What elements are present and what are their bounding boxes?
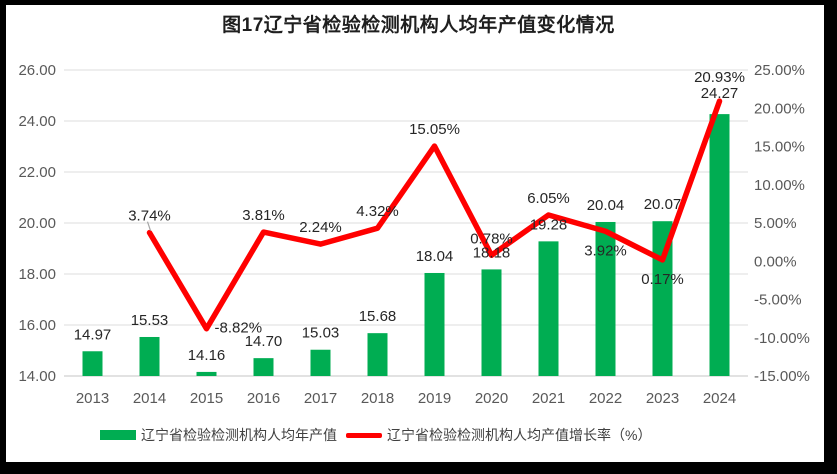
x-axis-label-2014: 2014 xyxy=(133,390,166,407)
line-value-label-2019: 15.05% xyxy=(409,121,460,138)
bar-2021 xyxy=(538,241,559,376)
label-leader-line xyxy=(146,221,152,231)
frame-border-right xyxy=(824,0,837,474)
line-value-label-2016: 3.81% xyxy=(242,207,285,224)
x-axis-label-2020: 2020 xyxy=(475,390,508,407)
right-axis-tick-0.00%: 0.00% xyxy=(754,253,797,270)
x-axis-label-2017: 2017 xyxy=(304,390,337,407)
x-axis-label-2021: 2021 xyxy=(532,390,565,407)
line-value-label-2018: 4.32% xyxy=(356,203,399,220)
bar-value-label-2016: 14.70 xyxy=(245,333,283,350)
bar-value-label-2013: 14.97 xyxy=(74,326,112,343)
x-axis-label-2015: 2015 xyxy=(190,390,223,407)
bar-value-label-2019: 18.04 xyxy=(416,248,454,265)
legend-line-label: 辽宁省检验检测机构人均产值增长率（%） xyxy=(387,427,652,443)
bar-value-label-2018: 15.68 xyxy=(359,308,397,325)
chart-title: 图17辽宁省检验检测机构人均年产值变化情况 xyxy=(222,15,615,36)
right-axis-tick-15.00%: 15.00% xyxy=(754,139,805,156)
bar-2024 xyxy=(709,114,730,377)
legend-bar-swatch-icon xyxy=(100,430,136,440)
x-axis-label-2016: 2016 xyxy=(247,390,280,407)
bar-2020 xyxy=(481,269,502,376)
right-axis-tick-20.00%: 20.00% xyxy=(754,100,805,117)
legend-line-swatch-icon xyxy=(346,432,382,438)
x-axis-label-2023: 2023 xyxy=(646,390,679,407)
x-axis-label-2018: 2018 xyxy=(361,390,394,407)
bar-value-label-2023: 20.07 xyxy=(644,196,682,213)
bar-value-label-2017: 15.03 xyxy=(302,325,340,342)
line-value-label-2020: 0.78% xyxy=(470,230,513,247)
bar-value-label-2014: 15.53 xyxy=(131,312,169,329)
bar-2013 xyxy=(82,351,103,376)
right-axis-tick-5.00%: 5.00% xyxy=(754,215,797,232)
right-axis-tick--15.00%: -15.00% xyxy=(754,368,810,385)
bar-2022 xyxy=(595,221,616,376)
legend: 辽宁省检验检测机构人均年产值 辽宁省检验检测机构人均产值增长率（%） xyxy=(100,427,651,443)
bar-2014 xyxy=(139,336,160,376)
line-value-label-2015: -8.82% xyxy=(215,320,263,337)
left-axis-tick-16.00: 16.00 xyxy=(18,317,56,334)
left-axis-tick-24.00: 24.00 xyxy=(18,113,56,130)
bar-2018 xyxy=(367,333,388,376)
frame-border-top xyxy=(0,0,837,5)
left-axis-tick-18.00: 18.00 xyxy=(18,266,56,283)
bar-value-label-2015: 14.16 xyxy=(188,347,226,364)
x-axis-label-2024: 2024 xyxy=(703,390,736,407)
left-axis-tick-20.00: 20.00 xyxy=(18,215,56,232)
x-axis-label-2022: 2022 xyxy=(589,390,622,407)
line-value-label-2023: 0.17% xyxy=(641,271,684,288)
line-value-label-2021: 6.05% xyxy=(527,190,570,207)
bar-2015 xyxy=(196,371,217,376)
x-axis-label-2019: 2019 xyxy=(418,390,451,407)
bar-value-label-2021: 19.28 xyxy=(530,216,568,233)
left-axis-tick-26.00: 26.00 xyxy=(18,62,56,79)
legend-bar-label: 辽宁省检验检测机构人均年产值 xyxy=(141,427,337,443)
left-axis-tick-22.00: 22.00 xyxy=(18,164,56,181)
right-axis-tick-10.00%: 10.00% xyxy=(754,177,805,194)
left-axis-tick-14.00: 14.00 xyxy=(18,368,56,385)
frame-border-left xyxy=(0,0,6,474)
right-axis-tick-25.00%: 25.00% xyxy=(754,62,805,79)
frame-border-bottom xyxy=(0,462,837,474)
x-axis-label-2013: 2013 xyxy=(76,390,109,407)
bar-2016 xyxy=(253,358,274,376)
bar-value-label-2020: 18.18 xyxy=(473,244,511,261)
bar-2017 xyxy=(310,349,331,376)
line-value-label-2022: 3.92% xyxy=(584,242,627,259)
right-axis-tick--5.00%: -5.00% xyxy=(754,292,802,309)
bar-2019 xyxy=(424,272,445,376)
right-axis-tick--10.00%: -10.00% xyxy=(754,330,810,347)
line-value-label-2024: 20.93% xyxy=(694,69,745,86)
growth-rate-line xyxy=(146,98,723,332)
line-value-label-2017: 2.24% xyxy=(299,219,342,236)
bar-value-label-2024: 24.27 xyxy=(701,85,739,102)
bar-value-label-2022: 20.04 xyxy=(587,197,625,214)
line-value-label-2014: 3.74% xyxy=(128,208,171,225)
